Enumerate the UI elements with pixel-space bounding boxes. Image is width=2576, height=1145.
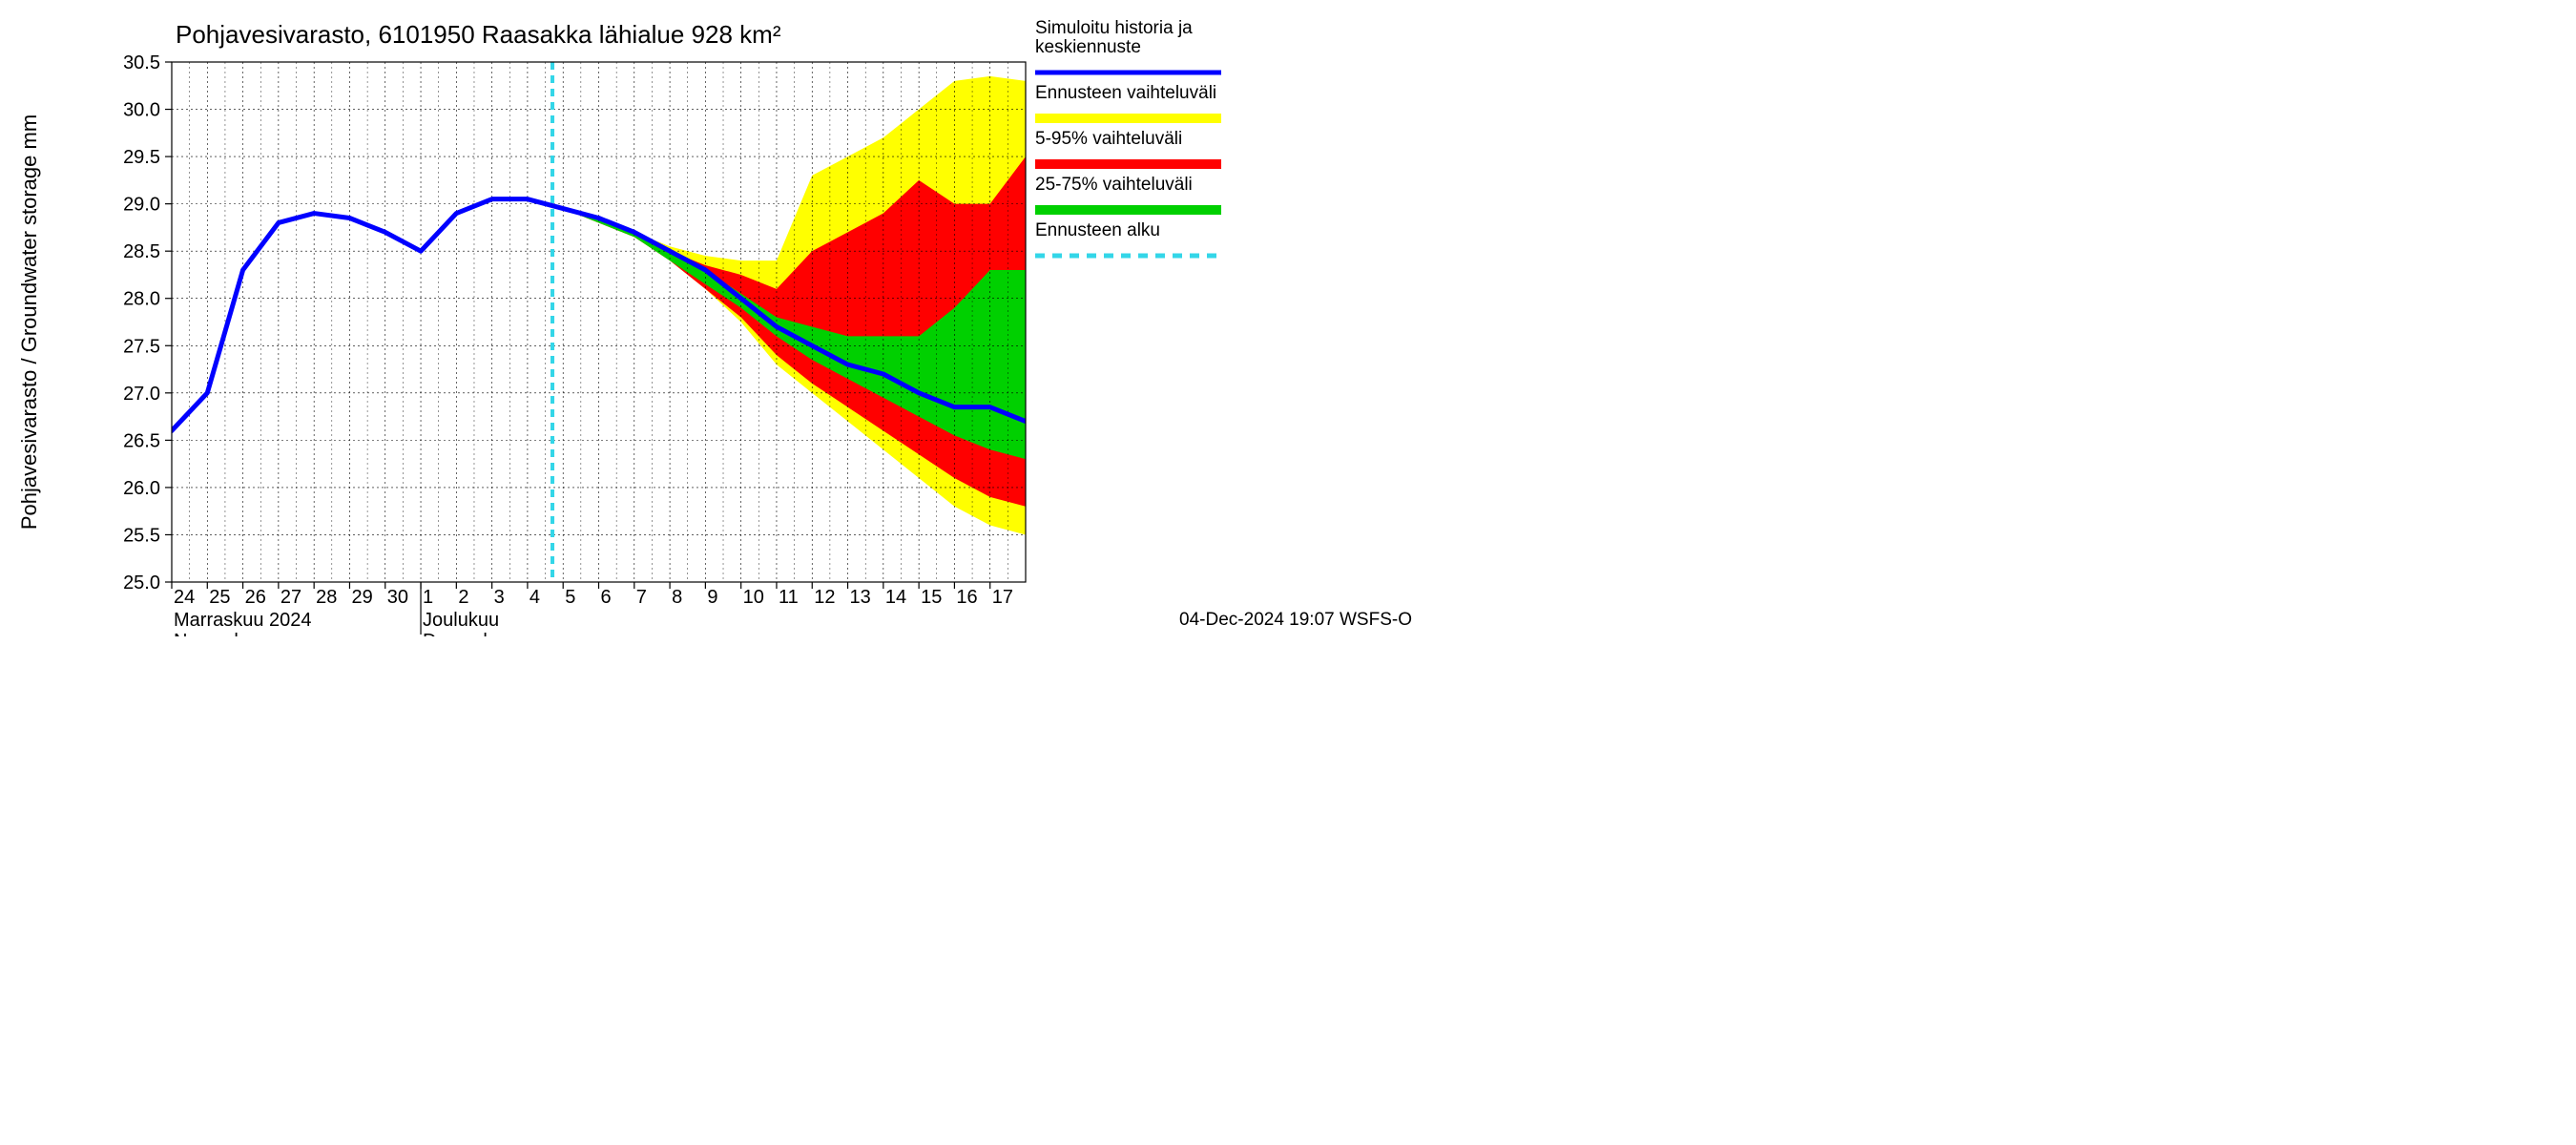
y-axis-label: Pohjavesivarasto / Groundwater storage m… xyxy=(17,114,41,530)
svg-text:9: 9 xyxy=(707,587,717,608)
svg-text:29: 29 xyxy=(351,587,372,608)
svg-text:26.5: 26.5 xyxy=(123,430,160,451)
svg-text:28.5: 28.5 xyxy=(123,241,160,262)
svg-text:25-75% vaihteluväli: 25-75% vaihteluväli xyxy=(1035,175,1193,195)
svg-text:1: 1 xyxy=(423,587,433,608)
svg-text:Ennusteen vaihteluväli: Ennusteen vaihteluväli xyxy=(1035,83,1216,103)
svg-text:27: 27 xyxy=(280,587,301,608)
svg-text:5-95% vaihteluväli: 5-95% vaihteluväli xyxy=(1035,129,1182,149)
svg-text:28: 28 xyxy=(316,587,337,608)
svg-text:keskiennuste: keskiennuste xyxy=(1035,37,1141,57)
footer-timestamp: 04-Dec-2024 19:07 WSFS-O xyxy=(1179,610,1412,630)
svg-text:16: 16 xyxy=(956,587,977,608)
svg-text:28.0: 28.0 xyxy=(123,289,160,310)
svg-text:November: November xyxy=(174,631,262,636)
svg-text:2: 2 xyxy=(458,587,468,608)
svg-text:29.5: 29.5 xyxy=(123,147,160,168)
svg-text:13: 13 xyxy=(850,587,871,608)
svg-text:30.0: 30.0 xyxy=(123,100,160,121)
chart-title: Pohjavesivarasto, 6101950 Raasakka lähia… xyxy=(176,20,781,49)
svg-text:26.0: 26.0 xyxy=(123,478,160,499)
svg-text:10: 10 xyxy=(743,587,764,608)
svg-text:27.5: 27.5 xyxy=(123,336,160,357)
svg-text:7: 7 xyxy=(636,587,647,608)
svg-text:12: 12 xyxy=(814,587,835,608)
svg-text:25: 25 xyxy=(209,587,230,608)
svg-text:Joulukuu: Joulukuu xyxy=(423,610,499,631)
svg-text:30.5: 30.5 xyxy=(123,52,160,73)
svg-text:25.5: 25.5 xyxy=(123,525,160,546)
svg-text:24: 24 xyxy=(174,587,195,608)
svg-text:8: 8 xyxy=(672,587,682,608)
svg-text:5: 5 xyxy=(565,587,575,608)
svg-text:11: 11 xyxy=(779,587,799,608)
svg-text:27.0: 27.0 xyxy=(123,384,160,405)
svg-text:6: 6 xyxy=(601,587,612,608)
chart-container: 25.0 25.5 26.0 26.5 27.0 27.5 28.0 28.5 29.0 29.5… xyxy=(0,0,1431,636)
svg-text:Simuloitu historia ja: Simuloitu historia ja xyxy=(1035,18,1193,38)
chart-svg: 25.0 25.5 26.0 26.5 27.0 27.5 28.0 28.5 29.0 29.5… xyxy=(0,0,1431,636)
svg-text:26: 26 xyxy=(245,587,266,608)
svg-text:15: 15 xyxy=(921,587,942,608)
svg-text:4: 4 xyxy=(530,587,540,608)
svg-text:29.0: 29.0 xyxy=(123,195,160,216)
svg-text:30: 30 xyxy=(387,587,408,608)
svg-text:17: 17 xyxy=(992,587,1013,608)
svg-text:25.0: 25.0 xyxy=(123,572,160,593)
svg-text:3: 3 xyxy=(494,587,505,608)
svg-text:Ennusteen alku: Ennusteen alku xyxy=(1035,220,1160,240)
svg-text:December: December xyxy=(423,631,511,636)
svg-text:14: 14 xyxy=(885,587,906,608)
svg-text:Marraskuu 2024: Marraskuu 2024 xyxy=(174,610,312,631)
